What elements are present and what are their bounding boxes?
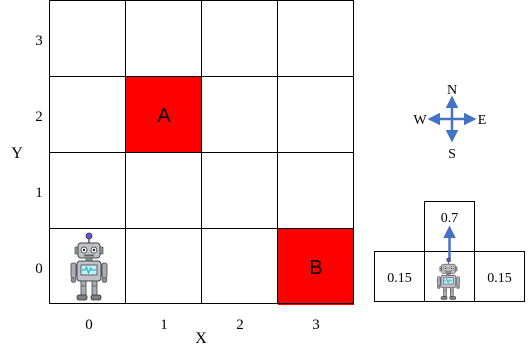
compass-east-label: E [478,113,487,128]
x-tick-3: 3 [312,317,320,333]
y-axis-label: Y [11,145,23,162]
forward-probability: 0.7 [441,211,459,226]
compass-south-label: S [448,147,456,162]
y-tick-3: 3 [35,33,43,49]
right-probability: 0.15 [487,271,512,286]
left-probability: 0.15 [387,271,412,286]
cell-a-label: A [157,105,171,127]
x-tick-2: 2 [236,317,244,333]
y-tick-1: 1 [35,185,43,201]
x-axis-label: X [195,330,207,347]
robot-icon [70,232,108,301]
cell-a [126,77,202,153]
cell-b-label: B [309,257,322,279]
grid-world: A B 3 2 1 0 0 1 2 3 X Y [11,0,354,347]
y-tick-0: 0 [35,261,43,277]
grid-lines [49,0,354,304]
compass-west-label: W [413,113,427,128]
x-tick-0: 0 [85,317,93,333]
cell-b [278,229,354,305]
y-tick-2: 2 [35,109,43,125]
transition-model: 0.7 0.15 0.15 [374,201,525,302]
compass: N S E W [413,83,486,162]
compass-north-label: N [447,83,457,98]
right-cell [474,251,525,302]
x-tick-1: 1 [160,317,168,333]
left-cell [374,251,425,302]
